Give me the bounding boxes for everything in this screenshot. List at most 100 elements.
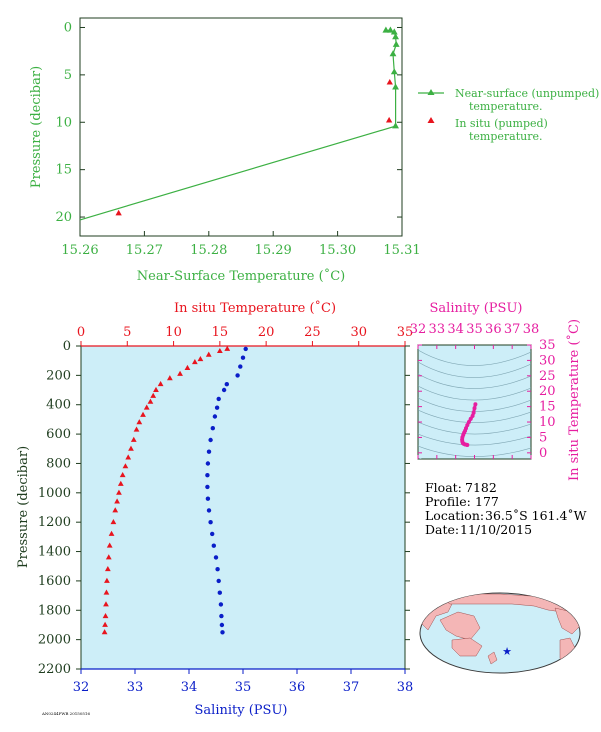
ts-point — [466, 420, 471, 424]
ts-temperature-tick-label: 0 — [539, 446, 547, 461]
near-surface-y-tick-label: 20 — [55, 210, 72, 225]
legend-entry-1-line2: temperature. — [469, 100, 543, 113]
date-value: 11/10/2015 — [460, 522, 532, 537]
salinity-axis-label: Salinity (PSU) — [195, 703, 288, 718]
salinity-point — [221, 387, 227, 393]
ts-temperature-tick-label: 35 — [539, 338, 556, 353]
ts-point — [472, 406, 477, 411]
salinity-point — [219, 613, 224, 619]
ts-salinity-tick-label: 37 — [504, 322, 521, 337]
temperature-tick-label: 0 — [77, 325, 85, 340]
near-surface-point — [390, 68, 398, 75]
near-surface-y-tick-label: 15 — [55, 163, 72, 178]
near-surface-legend: Near-surface (unpumped) temperature. In … — [418, 87, 599, 143]
profile-label: Profile: — [425, 494, 471, 509]
legend-entry-1-line1: Near-surface (unpumped) — [455, 87, 599, 100]
pressure-tick-label: 2200 — [38, 662, 71, 677]
ts-salinity-title: Salinity (PSU) — [430, 301, 523, 316]
pressure-tick-label: 1000 — [38, 486, 71, 501]
near-surface-y-axis-label: Pressure (decibar) — [29, 66, 44, 188]
temperature-point — [157, 380, 164, 387]
temperature-point — [104, 565, 111, 572]
salinity-tick-label: 34 — [181, 680, 198, 695]
temperature-point — [143, 404, 150, 410]
salinity-point — [206, 508, 212, 513]
in-situ-point — [115, 209, 122, 216]
legend-triangle-green-icon — [427, 89, 435, 95]
salinity-point — [224, 382, 229, 387]
temperature-point — [105, 554, 112, 560]
in-situ-point — [385, 116, 393, 123]
salinity-point — [212, 414, 218, 419]
temperature-point — [122, 463, 129, 469]
ts-temperature-tick-label: 20 — [539, 384, 556, 399]
near-surface-point — [392, 83, 399, 90]
near-surface-point — [392, 122, 399, 129]
ts-series — [460, 402, 478, 447]
ts-salinity-tick-label: 33 — [429, 322, 446, 337]
salinity-point — [243, 346, 248, 352]
temperature-point — [205, 351, 212, 357]
float-value: 7182 — [465, 480, 497, 495]
temperature-point — [153, 386, 159, 392]
near-surface-point — [390, 28, 398, 35]
near-surface-chart: 15.26 15.27 15.28 15.29 15.30 15.31 0 5 10 15 20 N… — [29, 17, 599, 284]
temperature-point — [216, 347, 223, 354]
salinity-point — [216, 578, 221, 584]
near-surface-y-tick-label: 0 — [64, 20, 72, 35]
salinity-point — [214, 405, 220, 410]
near-surface-y-tick-label: 10 — [55, 115, 72, 130]
salinity-point — [215, 567, 220, 572]
near-surface-plot-frame — [79, 17, 403, 237]
near-surface-point — [392, 33, 399, 40]
location-label: Location: — [425, 508, 484, 523]
ts-temperature-tick-label: 10 — [539, 415, 556, 430]
temperature-point — [110, 518, 117, 525]
salinity-point — [210, 531, 215, 537]
pressure-tick-label: 1200 — [38, 515, 71, 530]
temperature-point — [101, 629, 108, 635]
float-location-star-icon: ★ — [502, 645, 512, 658]
temperature-point — [191, 358, 198, 365]
salinity-point — [220, 630, 225, 635]
temperature-tick-label: 20 — [258, 325, 275, 340]
salinity-point — [217, 590, 222, 595]
near-surface-point — [386, 26, 394, 33]
salinity-tick-label: 32 — [73, 680, 90, 695]
ts-salinity-tick-label: 32 — [410, 322, 427, 337]
temperature-point — [130, 436, 137, 442]
temperature-point — [184, 364, 191, 370]
salinity-point — [219, 622, 225, 628]
near-surface-x-tick-label: 15.27 — [126, 243, 163, 258]
near-surface-point — [392, 40, 400, 47]
pressure-tick-label: 800 — [46, 456, 71, 471]
temperature-point — [140, 411, 146, 417]
temperature-axis-title: In situ Temperature (˚C) — [174, 300, 336, 316]
salinity-point — [240, 355, 246, 360]
temperature-point — [108, 530, 115, 536]
footer-code: AN0244FWB 20150516 — [41, 711, 90, 716]
near-surface-x-tick-label: 15.26 — [61, 243, 98, 258]
ts-point — [470, 413, 475, 418]
near-surface-x-tick-label: 15.29 — [255, 243, 292, 258]
ts-temperature-tick-label: 15 — [539, 400, 556, 415]
temperature-tick-label: 30 — [350, 325, 367, 340]
ts-temperature-tick-label: 5 — [539, 430, 547, 445]
temperature-point — [116, 489, 122, 495]
ts-temperature-tick-label: 30 — [539, 353, 556, 368]
near-surface-series — [79, 26, 400, 221]
pressure-tick-label: 0 — [63, 339, 71, 354]
temperature-point — [106, 542, 113, 548]
legend-triangle-red-icon — [427, 117, 435, 123]
salinity-point — [208, 437, 213, 443]
temperature-point — [147, 398, 154, 404]
ts-salinity-tick-label: 38 — [523, 322, 540, 337]
near-surface-x-tick-label: 15.30 — [319, 243, 356, 258]
temperature-point — [166, 375, 173, 381]
pressure-tick-label: 1800 — [38, 603, 71, 618]
near-surface-x-axis-label: Near-Surface Temperature (˚C) — [137, 268, 345, 284]
date-label: Date: — [425, 522, 459, 537]
